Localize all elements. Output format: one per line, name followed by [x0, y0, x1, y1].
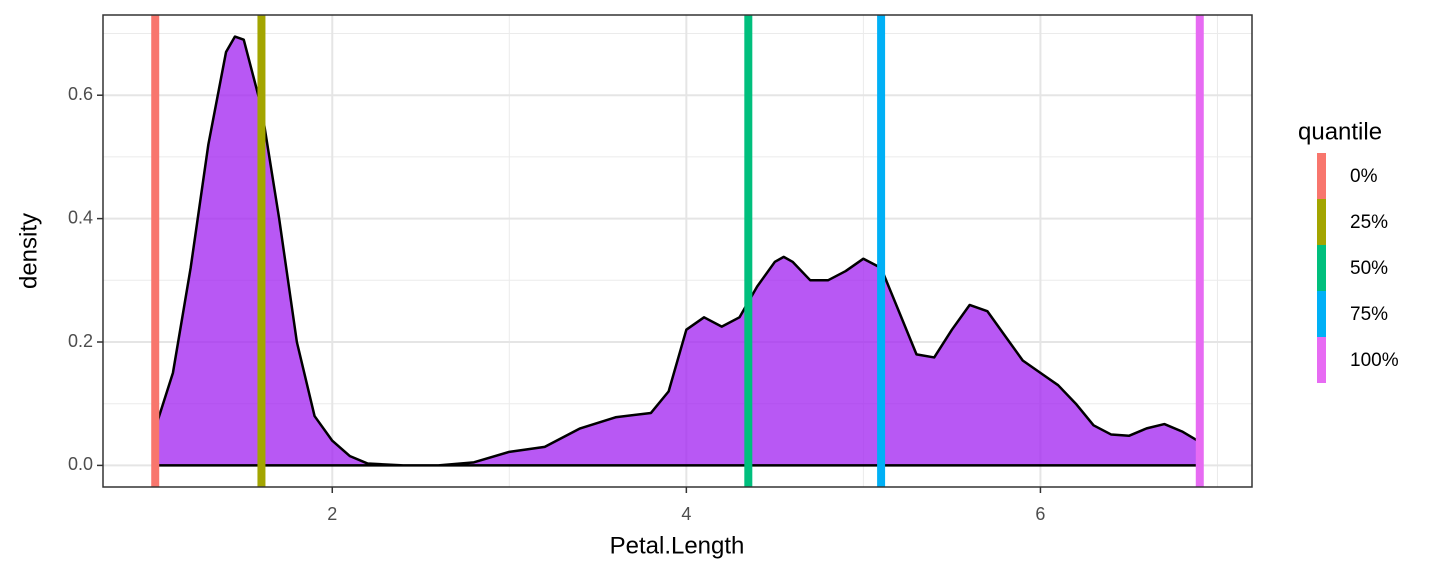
legend-key: [1317, 291, 1326, 337]
y-tick-label: 0.4: [68, 207, 93, 227]
y-axis-title: density: [15, 213, 42, 289]
legend-label: 25%: [1350, 212, 1388, 233]
y-tick-label: 0.2: [68, 331, 93, 351]
legend-key: [1317, 337, 1326, 383]
legend-label: 100%: [1350, 350, 1399, 371]
panel-border: [102, 14, 1253, 488]
legend-key: [1317, 153, 1326, 199]
legend-key: [1317, 245, 1326, 291]
legend-label: 50%: [1350, 258, 1388, 279]
legend-label: 0%: [1350, 166, 1378, 187]
x-tick-label: 2: [327, 504, 337, 524]
legend-title: quantile: [1298, 118, 1382, 145]
legend-label: 75%: [1350, 304, 1388, 325]
x-tick-label: 6: [1035, 504, 1045, 524]
y-tick-label: 0.6: [68, 84, 93, 104]
legend-key: [1317, 199, 1326, 245]
x-axis-title: Petal.Length: [610, 532, 745, 559]
x-tick-label: 4: [681, 504, 691, 524]
y-tick-label: 0.0: [68, 454, 93, 474]
density-area: [153, 35, 1202, 467]
